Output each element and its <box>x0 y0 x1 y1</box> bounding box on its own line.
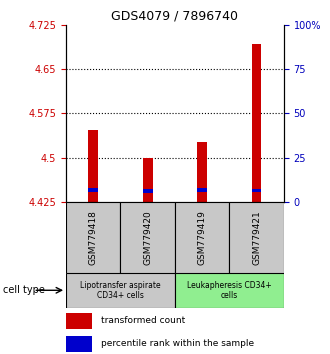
FancyBboxPatch shape <box>229 202 284 273</box>
FancyBboxPatch shape <box>66 313 92 329</box>
FancyBboxPatch shape <box>120 202 175 273</box>
Bar <box>88 130 98 202</box>
FancyBboxPatch shape <box>175 202 229 273</box>
Bar <box>88 188 98 192</box>
Text: transformed count: transformed count <box>101 316 185 325</box>
Text: GSM779420: GSM779420 <box>143 210 152 264</box>
Bar <box>143 158 152 202</box>
FancyBboxPatch shape <box>66 336 92 352</box>
Text: GSM779421: GSM779421 <box>252 210 261 264</box>
Text: GSM779419: GSM779419 <box>198 210 207 265</box>
Text: Leukapheresis CD34+
cells: Leukapheresis CD34+ cells <box>187 281 272 300</box>
FancyBboxPatch shape <box>66 202 120 273</box>
Text: cell type: cell type <box>3 285 45 295</box>
Bar <box>252 189 261 192</box>
Bar <box>143 189 152 193</box>
Bar <box>197 188 207 192</box>
Text: GSM779418: GSM779418 <box>89 210 98 265</box>
Bar <box>197 142 207 202</box>
FancyBboxPatch shape <box>175 273 284 308</box>
FancyBboxPatch shape <box>66 273 175 308</box>
Bar <box>252 44 261 202</box>
Text: Lipotransfer aspirate
CD34+ cells: Lipotransfer aspirate CD34+ cells <box>80 281 161 300</box>
Title: GDS4079 / 7896740: GDS4079 / 7896740 <box>112 9 238 22</box>
Text: percentile rank within the sample: percentile rank within the sample <box>101 339 254 348</box>
